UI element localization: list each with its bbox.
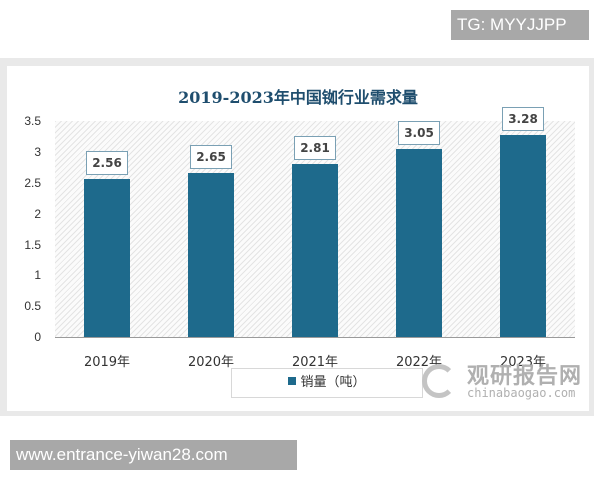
legend: 销量（吨）	[231, 368, 423, 398]
legend-label: 销量（吨）	[300, 375, 366, 390]
data-label: 3.05	[398, 120, 440, 145]
data-label: 2.56	[86, 151, 128, 175]
y-tick: 0	[34, 330, 41, 344]
watermark: 观研报告网 chinabaogao.com	[417, 358, 587, 408]
y-tick: 1.5	[24, 238, 41, 252]
x-tick: 2019年	[83, 355, 131, 370]
x-tick: 2020年	[187, 355, 235, 370]
data-label: 2.81	[294, 135, 336, 160]
top-right-tag-overlay: TG: MYYJJPP	[451, 10, 589, 40]
y-tick: 0.5	[24, 299, 41, 313]
data-label: 3.28	[502, 106, 544, 131]
bar	[84, 179, 130, 337]
x-tick: 2023年	[499, 355, 547, 370]
bar	[188, 173, 234, 337]
y-tick: 2	[34, 207, 41, 221]
chart-area: 2019-2023年中国铷行业需求量 3.5 3 2.5 2 1.5 1 0.5…	[7, 66, 589, 411]
chart-frame: 2019-2023年中国铷行业需求量 3.5 3 2.5 2 1.5 1 0.5…	[0, 58, 594, 416]
y-tick: 2.5	[24, 176, 41, 190]
y-tick: 3	[34, 145, 41, 159]
watermark-en: chinabaogao.com	[467, 386, 576, 400]
chart-title: 2019-2023年中国铷行业需求量	[178, 88, 418, 107]
bar	[292, 163, 338, 337]
plot-area: 2.56 2.65 2.81 3.05 3.28	[55, 106, 575, 338]
bottom-left-url-overlay: www.entrance-yiwan28.com	[10, 440, 297, 470]
watermark-cn: 观研报告网	[467, 364, 583, 389]
bar	[500, 134, 546, 337]
watermark-logo-icon	[422, 364, 456, 398]
data-label: 2.65	[190, 145, 232, 170]
bar	[396, 148, 442, 337]
y-tick: 3.5	[24, 114, 41, 128]
y-tick: 1	[34, 268, 41, 282]
legend-swatch	[288, 377, 297, 385]
x-tick: 2021年	[291, 355, 339, 370]
